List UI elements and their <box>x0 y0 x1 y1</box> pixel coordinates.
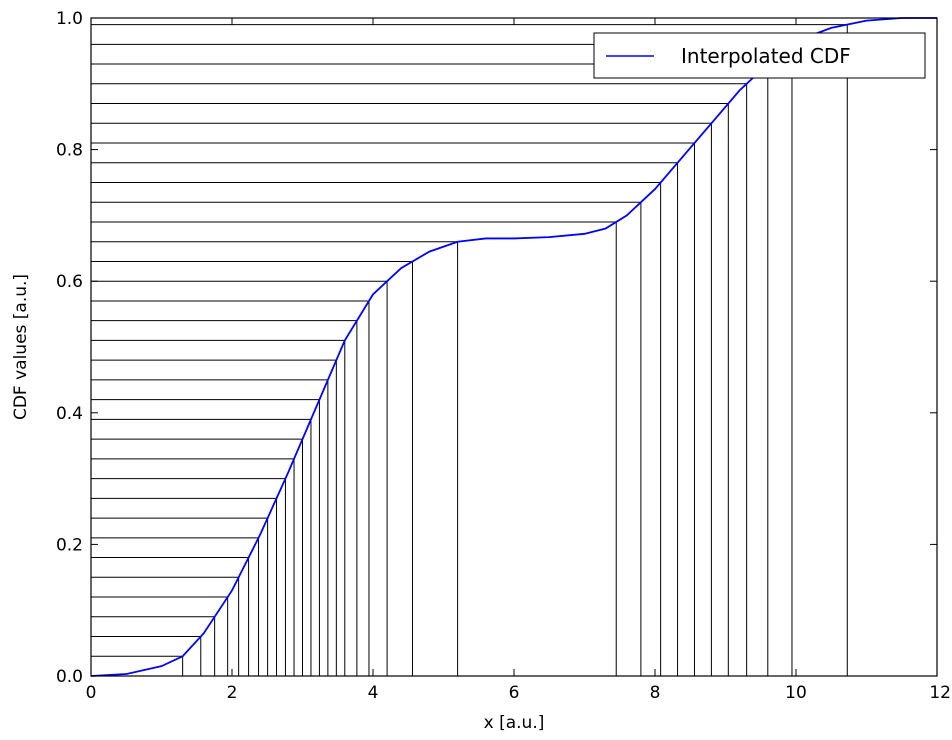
x-tick-label: 10 <box>785 683 807 703</box>
tick-labels: 0 2 4 6 8 10 12 0.0 0.2 0.4 0.6 0.8 1.0 <box>56 9 951 703</box>
y-tick-label: 0.8 <box>56 141 83 161</box>
x-tick-label: 8 <box>650 683 661 703</box>
y-tick-label: 0.6 <box>56 272 83 292</box>
y-tick-label: 1.0 <box>56 9 83 29</box>
x-axis-label: x [a.u.] <box>484 713 545 733</box>
axis-ticks <box>90 17 938 677</box>
x-tick-label: 6 <box>509 683 520 703</box>
y-tick-label: 0.2 <box>56 535 83 555</box>
legend-label: Interpolated CDF <box>681 44 851 68</box>
y-axis-label: CDF values [a.u.] <box>11 274 31 420</box>
y-tick-label: 0.0 <box>56 667 83 687</box>
x-tick-label: 12 <box>929 683 951 703</box>
sample-lines <box>91 24 848 676</box>
legend: Interpolated CDF <box>593 32 926 79</box>
x-tick-label: 4 <box>368 683 379 703</box>
x-tick-label: 0 <box>86 683 97 703</box>
x-tick-label: 2 <box>227 683 238 703</box>
y-tick-label: 0.4 <box>56 404 83 424</box>
